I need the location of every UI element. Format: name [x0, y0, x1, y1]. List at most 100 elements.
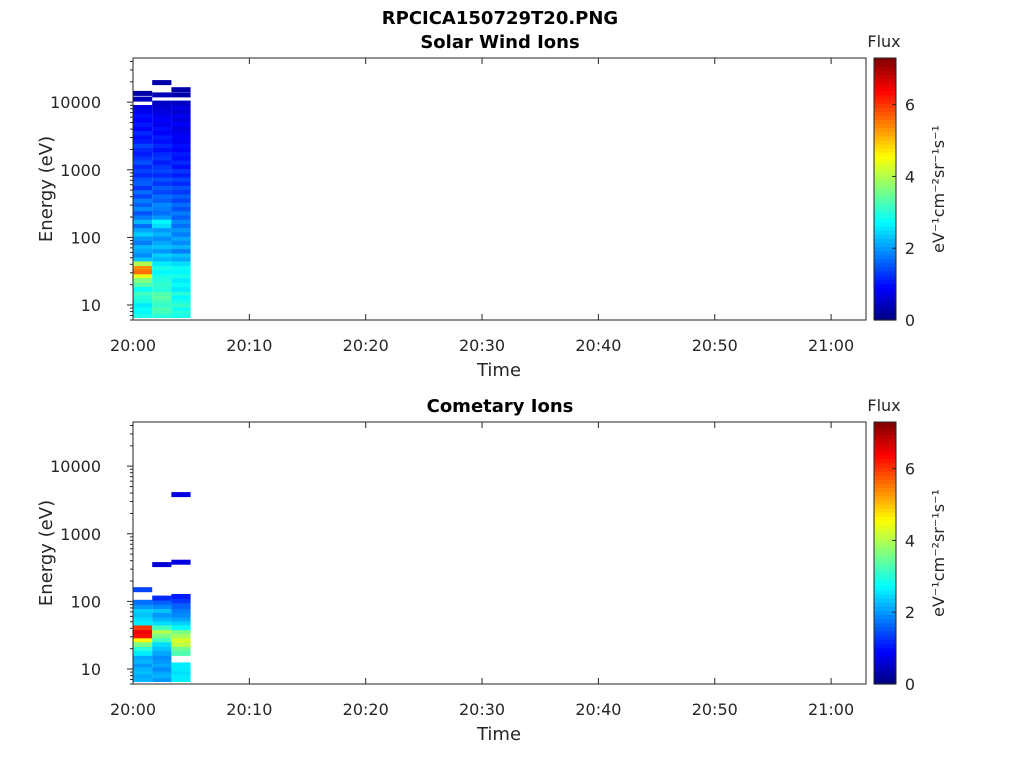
- colorbar-tick-label: 6: [905, 96, 915, 115]
- colorbar-segment: [874, 131, 896, 137]
- x-axis-label: Time: [476, 360, 521, 381]
- colorbar-tick-label: 4: [905, 167, 915, 186]
- colorbar: 0 2 4 6: [873, 57, 915, 330]
- flux-cell: [171, 642, 191, 647]
- colorbar-segment: [874, 569, 896, 575]
- flux-cell: [171, 164, 191, 170]
- flux-cell: [171, 231, 191, 237]
- x-tick-label: 20:40: [575, 336, 621, 355]
- flux-cell: [152, 105, 172, 110]
- flux-cell: [133, 197, 153, 203]
- flux-cell: [152, 298, 172, 304]
- flux-cell: [171, 248, 191, 254]
- flux-cell: [171, 673, 191, 679]
- flux-cell: [133, 633, 153, 639]
- flux-cell: [171, 189, 191, 195]
- colorbar-segment: [874, 303, 896, 309]
- colorbar-segment: [874, 524, 896, 530]
- flux-cell: [133, 677, 153, 682]
- flux-cell: [152, 202, 172, 207]
- flux-cell: [152, 282, 172, 288]
- flux-cell: [171, 180, 191, 186]
- flux-cell: [171, 219, 191, 224]
- colorbar-segment: [874, 123, 896, 129]
- flux-cell: [152, 273, 172, 279]
- flux-cell: [133, 172, 153, 178]
- x-tick-label: 20:30: [459, 700, 505, 719]
- flux-cell: [171, 159, 191, 165]
- colorbar-segment: [874, 503, 896, 509]
- colorbar-segment: [874, 197, 896, 202]
- colorbar-segment: [874, 471, 896, 476]
- colorbar-segment: [874, 618, 896, 624]
- flux-cell: [133, 223, 153, 229]
- flux-cell: [152, 117, 172, 123]
- colorbar-tick-label: 0: [905, 675, 915, 694]
- colorbar-segment: [874, 107, 896, 112]
- flux-cell: [171, 235, 191, 241]
- colorbar-segment: [874, 156, 896, 161]
- x-tick-label: 20:00: [110, 336, 156, 355]
- colorbar-segment: [874, 557, 896, 562]
- x-tick-label: 20:20: [343, 336, 389, 355]
- colorbar-segment: [874, 270, 896, 276]
- flux-cell: [152, 269, 172, 275]
- flux-cell: [171, 155, 191, 161]
- flux-cell: [171, 206, 191, 212]
- flux-cell: [171, 269, 191, 275]
- flux-cell: [152, 642, 172, 647]
- flux-cell: [171, 677, 191, 682]
- flux-cell: [171, 214, 191, 220]
- flux-cell: [133, 669, 153, 675]
- flux-cell: [171, 282, 191, 288]
- flux-cell: [152, 654, 172, 660]
- colorbar-segment: [874, 103, 896, 108]
- flux-cell: [152, 240, 172, 245]
- flux-cell: [133, 269, 153, 275]
- flux-cell: [133, 189, 153, 195]
- flux-cell: [133, 282, 153, 288]
- flux-cell: [133, 290, 153, 296]
- colorbar-segment: [874, 70, 896, 75]
- flux-cell: [133, 206, 153, 212]
- colorbar-segment: [874, 553, 896, 558]
- colorbar-segment: [874, 630, 896, 636]
- flux-cell: [152, 309, 172, 315]
- colorbar-segment: [874, 283, 896, 288]
- flux-cell: [171, 202, 191, 207]
- flux-cell: [152, 669, 172, 675]
- flux-cell: [133, 121, 153, 127]
- flux-cell: [171, 492, 191, 498]
- colorbar-segment: [874, 626, 896, 632]
- flux-cell: [152, 214, 172, 220]
- colorbar-segment: [874, 548, 896, 554]
- flux-cell: [171, 109, 191, 115]
- flux-cell: [133, 278, 153, 283]
- flux-cell: [152, 599, 172, 605]
- colorbar-segment: [874, 115, 896, 120]
- flux-cell: [133, 126, 153, 132]
- flux-cell: [152, 130, 172, 136]
- colorbar-segment: [874, 422, 896, 427]
- flux-cell: [171, 662, 191, 668]
- colorbar-segment: [874, 507, 896, 513]
- colorbar-segment: [874, 467, 896, 472]
- flux-cell: [152, 662, 172, 668]
- colorbar-title: Flux: [867, 396, 900, 415]
- flux-cell: [152, 256, 172, 262]
- colorbar-segment: [874, 143, 896, 149]
- colorbar-segment: [874, 209, 896, 215]
- colorbar-segment: [874, 499, 896, 505]
- flux-cell: [171, 227, 191, 233]
- flux-cell: [171, 126, 191, 132]
- colorbar-segment: [874, 462, 896, 468]
- flux-cell: [133, 658, 153, 664]
- flux-cell: [133, 587, 153, 593]
- flux-cell: [152, 210, 172, 216]
- y-axis: 10 100 1000 10000: [50, 60, 133, 321]
- flux-cell: [152, 126, 172, 132]
- flux-cell: [171, 628, 191, 634]
- flux-cell: [152, 252, 172, 258]
- flux-cell: [171, 608, 191, 614]
- flux-cell: [152, 92, 172, 98]
